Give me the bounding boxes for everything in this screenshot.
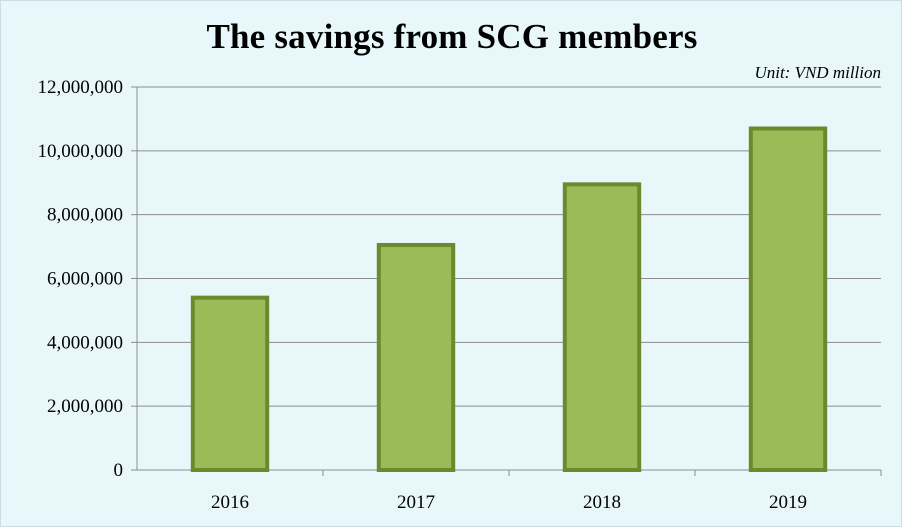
- bar-2019: [748, 126, 828, 472]
- x-tick-label-2019: 2019: [769, 492, 807, 513]
- y-tick-labels: 0 2,000,000 4,000,000 6,000,000 8,000,000 10,…: [38, 77, 124, 481]
- x-tick-label-2018: 2018: [583, 492, 621, 513]
- chart-title: The savings from SCG members: [206, 17, 698, 56]
- y-tick-label-0: 0: [114, 460, 124, 481]
- x-tick-label-2017: 2017: [397, 492, 435, 513]
- bar-2016: [190, 295, 270, 472]
- x-tick-label-2016: 2016: [211, 492, 249, 513]
- y-tick-label-4: 8,000,000: [47, 205, 123, 226]
- y-tick-label-3: 6,000,000: [47, 269, 123, 290]
- y-tick-label-5: 10,000,000: [38, 141, 124, 162]
- y-tick-label-2: 4,000,000: [47, 332, 123, 353]
- bars: [190, 126, 828, 473]
- bar-2017: [376, 242, 456, 472]
- y-tick-label-1: 2,000,000: [47, 396, 123, 417]
- chart-unit-label: Unit: VND million: [754, 63, 881, 82]
- y-tick-label-6: 12,000,000: [38, 77, 124, 98]
- bar-2018: [562, 182, 642, 473]
- x-tick-labels: 2016 2017 2018 2019: [211, 492, 807, 513]
